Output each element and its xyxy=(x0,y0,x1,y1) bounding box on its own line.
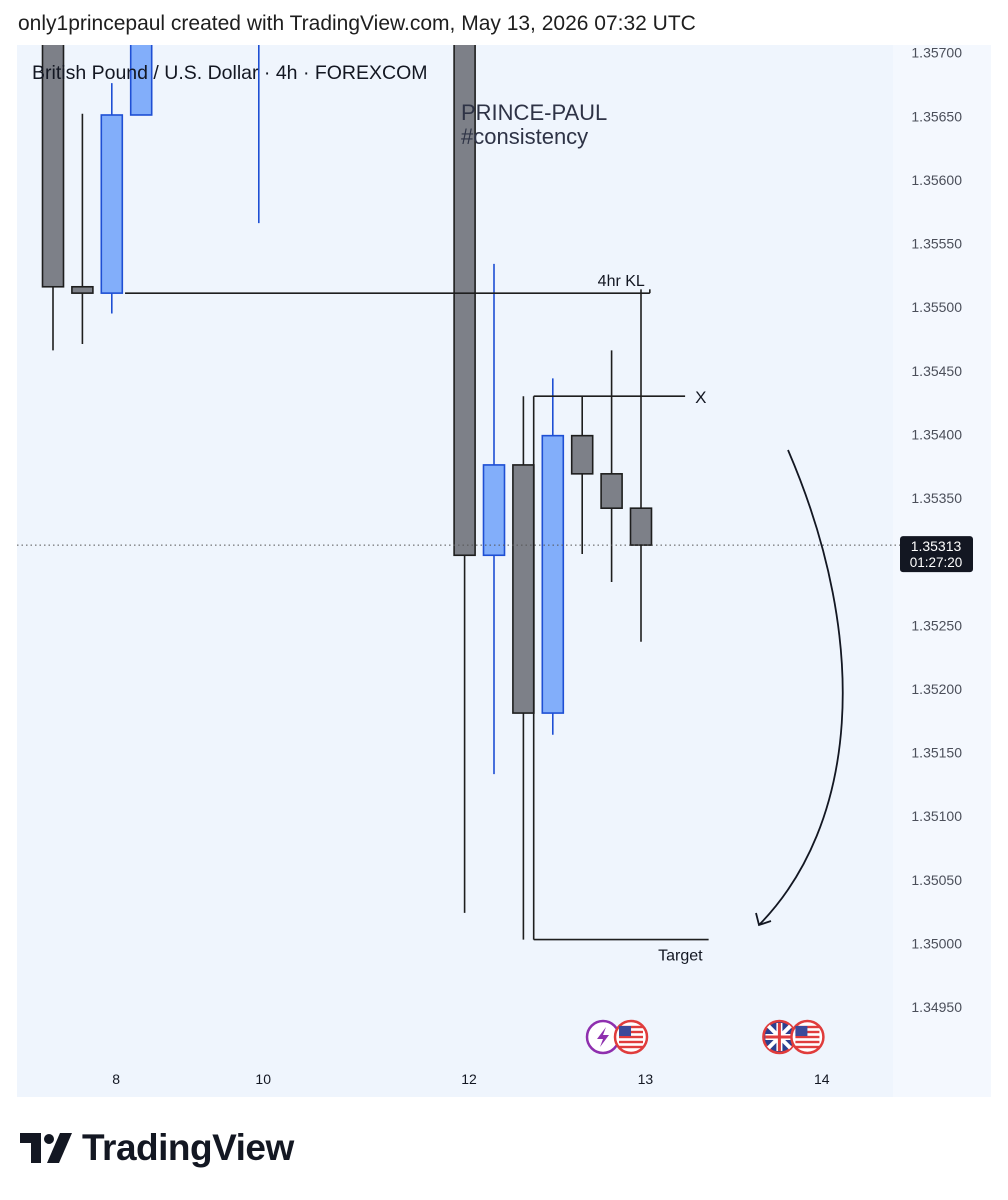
lightning-bolt xyxy=(597,1027,610,1047)
flag-canton xyxy=(795,1026,808,1036)
y-tick-label: 1.35550 xyxy=(911,236,962,252)
economic-event-marker[interactable] xyxy=(762,1019,825,1055)
y-tick-label: 1.35100 xyxy=(911,808,962,824)
chart-header: only1princepaul created with TradingView… xyxy=(18,12,696,35)
economic-event-marker[interactable] xyxy=(585,1019,649,1055)
y-tick-label: 1.35500 xyxy=(911,299,962,315)
flag-stripe xyxy=(619,1045,644,1049)
tradingview-logo-text: TradingView xyxy=(82,1127,294,1168)
y-tick-label: 1.35600 xyxy=(911,172,962,188)
y-tick-label: 1.35350 xyxy=(911,490,962,506)
candle-body xyxy=(570,434,594,475)
candle xyxy=(100,83,124,314)
y-tick-label: 1.35650 xyxy=(911,108,962,124)
candle-body xyxy=(129,45,153,116)
watermark-line-2: #consistency xyxy=(461,124,588,149)
candle-body xyxy=(100,114,124,294)
y-tick-label: 1.35150 xyxy=(911,745,962,761)
watermark-line-1: PRINCE-PAUL xyxy=(461,100,607,125)
chart-title: British Pound / U.S. Dollar · 4h · FOREX… xyxy=(32,62,428,84)
y-tick-label: 1.34950 xyxy=(911,999,962,1015)
candle-body xyxy=(71,285,94,294)
flag-stripe xyxy=(619,1040,644,1044)
x-tick-label: 13 xyxy=(638,1071,654,1087)
y-tick-label: 1.35000 xyxy=(911,935,962,951)
y-tick-label: 1.35250 xyxy=(911,617,962,633)
flag-canton xyxy=(619,1026,632,1036)
x-tick-label: 8 xyxy=(112,1071,120,1087)
y-tick-label: 1.35700 xyxy=(911,45,962,61)
plot-area: 4hr KL X Target xyxy=(41,45,844,965)
candle xyxy=(41,45,65,351)
kl-label: 4hr KL xyxy=(598,273,645,290)
candle-body xyxy=(541,434,565,714)
curved-arrow xyxy=(758,449,844,926)
candle xyxy=(541,378,565,735)
target-label: Target xyxy=(658,948,703,965)
flag-stripe xyxy=(795,1035,820,1039)
tradingview-logo: TradingView xyxy=(20,1124,294,1172)
candle xyxy=(570,396,594,554)
us-flag-icon[interactable] xyxy=(790,1019,825,1055)
candle-body xyxy=(41,45,65,288)
y-tick-label: 1.35400 xyxy=(911,426,962,442)
chart-panel[interactable]: 4hr KL X Target British Pound / U.S. Dollar… xyxy=(17,45,991,1097)
countdown-label: 01:27:20 xyxy=(910,555,963,570)
candle-body xyxy=(482,464,506,557)
candle xyxy=(258,45,260,224)
y-tick-label: 1.35450 xyxy=(911,363,962,379)
candle xyxy=(629,289,653,642)
flag-stripe xyxy=(619,1035,644,1039)
price-chart[interactable]: 4hr KL X Target British Pound / U.S. Dollar… xyxy=(17,45,991,1097)
flag-stripe xyxy=(795,1040,820,1044)
candle xyxy=(482,263,506,775)
candle xyxy=(512,396,535,940)
candle-body xyxy=(600,473,623,509)
us-flag-icon[interactable] xyxy=(613,1019,649,1055)
x-tick-label: 12 xyxy=(461,1071,477,1087)
candle-body xyxy=(453,45,476,557)
tradingview-logo-icon xyxy=(20,1133,72,1163)
uk-flag-icon[interactable] xyxy=(762,1019,797,1055)
current-price-label: 1.35313 xyxy=(911,538,962,554)
candle xyxy=(600,350,623,582)
x-label: X xyxy=(695,388,706,407)
candle xyxy=(129,45,153,116)
candle xyxy=(71,113,94,345)
y-tick-label: 1.35200 xyxy=(911,681,962,697)
y-tick-label: 1.35050 xyxy=(911,872,962,888)
x-tick-label: 10 xyxy=(255,1071,271,1087)
candle-body xyxy=(512,464,535,714)
candle-body xyxy=(629,507,653,546)
flag-cross-red xyxy=(777,1023,781,1051)
candle xyxy=(453,45,476,913)
x-tick-label: 14 xyxy=(814,1071,830,1087)
arrow-head-icon xyxy=(755,912,772,927)
current-price-box xyxy=(900,536,973,573)
flag-stripe xyxy=(795,1045,820,1049)
